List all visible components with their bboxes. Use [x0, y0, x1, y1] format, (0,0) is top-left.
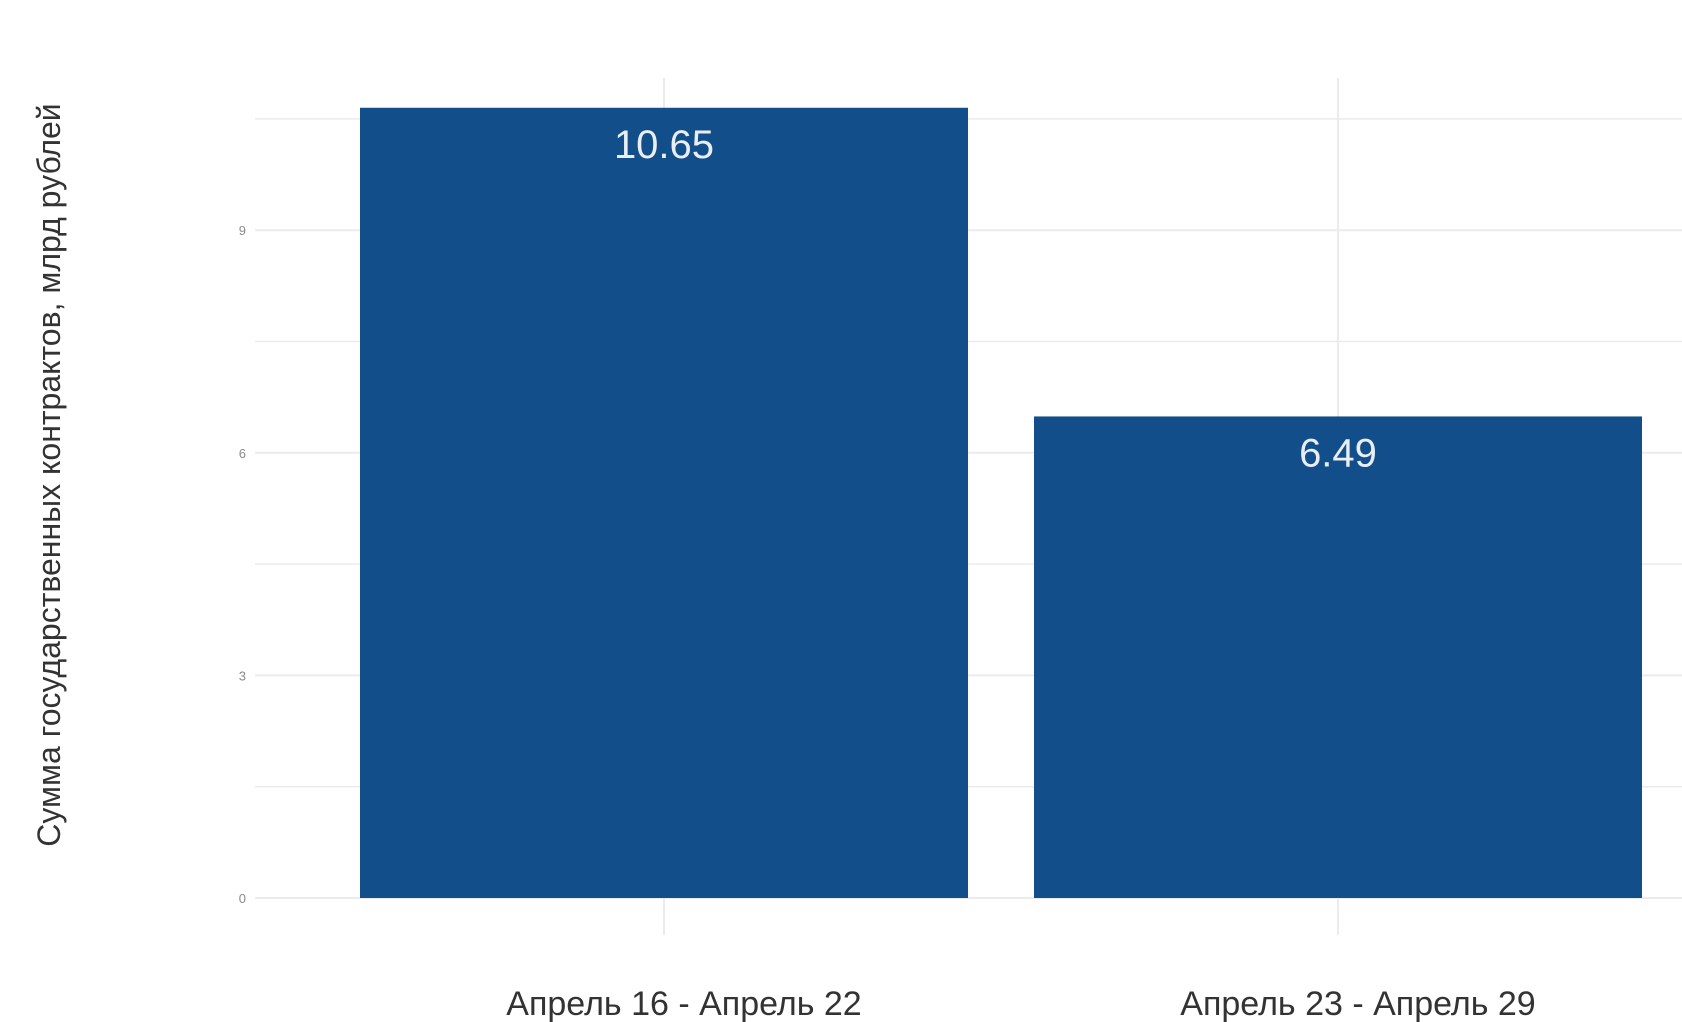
- x-tick-label: Апрель 23 - Апрель 29: [1180, 985, 1535, 1022]
- x-axis-ticks: Апрель 16 - Апрель 22 Апрель 23 - Апрель …: [506, 985, 1535, 1022]
- y-tick-label: 9: [239, 223, 246, 238]
- y-axis-label: Сумма государственных контрактов, млрд р…: [31, 103, 67, 846]
- x-tick-label: Апрель 16 - Апрель 22: [506, 985, 861, 1022]
- y-tick-label: 6: [239, 446, 246, 461]
- bar: [360, 108, 968, 898]
- y-axis-ticks: 0 3 6 9: [239, 223, 246, 906]
- bar-value-label: 10.65: [614, 123, 714, 167]
- bars: 10.65 6.49: [360, 108, 1642, 898]
- y-tick-label: 0: [239, 891, 246, 906]
- y-tick-label: 3: [239, 668, 246, 683]
- bar-value-label: 6.49: [1299, 431, 1377, 475]
- bar: [1034, 416, 1642, 898]
